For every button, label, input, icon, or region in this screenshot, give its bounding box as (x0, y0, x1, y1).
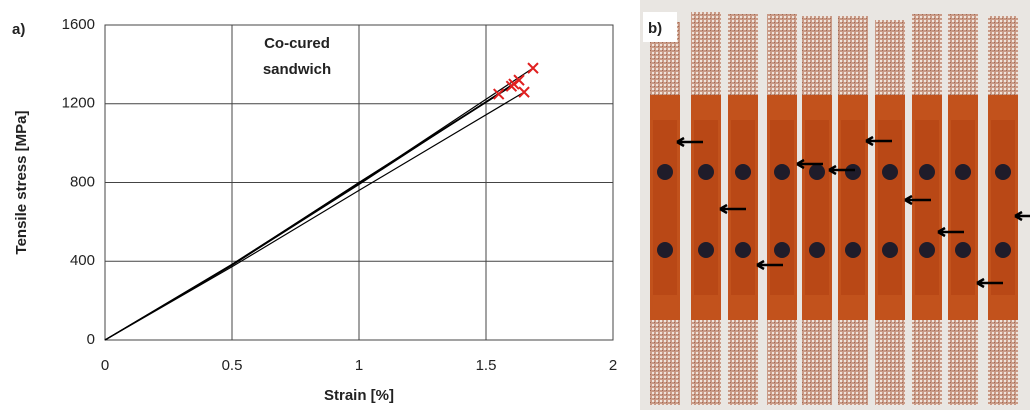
photo-panel: b) (640, 0, 1030, 410)
arrow (796, 158, 823, 170)
y-tick-label: 800 (70, 173, 95, 190)
dot-target (657, 164, 673, 180)
arrow (904, 194, 931, 206)
dot-target (774, 164, 790, 180)
dot-target (882, 242, 898, 258)
specimen-gauge (841, 120, 865, 295)
series-line (104, 91, 525, 341)
dot-target (919, 164, 935, 180)
arrow (828, 164, 855, 176)
arrow (1014, 210, 1030, 222)
annotation: sandwich (263, 61, 331, 78)
failure-marker (508, 78, 520, 90)
arrow (676, 136, 703, 148)
x-tick-label: 0 (101, 357, 109, 374)
dot-target (995, 164, 1011, 180)
label-bg (643, 12, 677, 42)
specimen-gauge (951, 120, 975, 295)
x-tick-label: 0.5 (222, 357, 243, 374)
specimen-gauge (770, 120, 794, 295)
dot-target (995, 242, 1011, 258)
dot-target (845, 242, 861, 258)
arrow (756, 259, 783, 271)
failure-marker (518, 86, 530, 98)
dot-target (657, 242, 673, 258)
dot-target (774, 242, 790, 258)
dot-target (955, 242, 971, 258)
arrow (719, 203, 746, 215)
specimen-gauge (731, 120, 755, 295)
panel-label: a) (12, 21, 25, 38)
plot-frame (104, 24, 614, 341)
arrow (937, 226, 964, 238)
y-tick-label: 1200 (62, 95, 95, 112)
dot-target (698, 242, 714, 258)
x-tick-label: 1 (355, 357, 363, 374)
y-tick-label: 400 (70, 252, 95, 269)
dot-target (809, 242, 825, 258)
dot-target (955, 164, 971, 180)
arrow (976, 277, 1003, 289)
chart-panel: a) 0 400 800 1200 1600 0 0.5 1 1.5 2 Strain [%] Tens… (12, 16, 617, 404)
specimen-gauge (805, 120, 829, 295)
series-line (104, 67, 534, 341)
specimen-gauge (653, 120, 677, 295)
dot-target (919, 242, 935, 258)
annotation: Co-cured (264, 35, 330, 52)
arrow (865, 135, 892, 147)
y-tick-label: 1600 (62, 16, 95, 33)
dot-target (735, 242, 751, 258)
x-tick-label: 1.5 (476, 357, 497, 374)
panel-label: b) (648, 20, 662, 37)
specimen-gauge (878, 120, 902, 295)
dot-target (845, 164, 861, 180)
failure-marker (492, 88, 505, 100)
specimen-gauge (915, 120, 939, 295)
y-axis-label: Tensile stress [MPa] (13, 111, 30, 255)
dot-target (809, 164, 825, 180)
specimen-gauge (991, 120, 1015, 295)
failure-marker (527, 62, 539, 74)
y-tick-label: 0 (87, 331, 95, 348)
x-tick-label: 2 (609, 357, 617, 374)
dot-target (882, 164, 898, 180)
dot-target (698, 164, 714, 180)
series-line (104, 83, 515, 341)
dot-target (735, 164, 751, 180)
specimen-gauge (694, 120, 718, 295)
x-axis-label: Strain [%] (324, 387, 394, 404)
